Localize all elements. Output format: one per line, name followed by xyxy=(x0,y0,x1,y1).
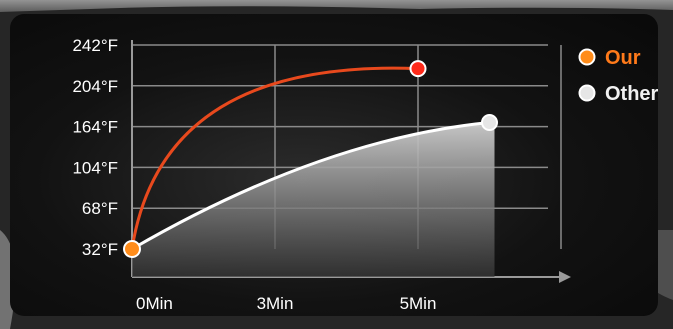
y-tick-label: 68°F xyxy=(82,199,118,218)
legend: Our Other xyxy=(578,47,659,105)
y-tick-label: 242°F xyxy=(72,36,118,55)
series-start-point xyxy=(123,240,141,258)
other-series-end-point xyxy=(481,114,498,132)
our-series-end-point xyxy=(409,60,427,78)
legend-our-label: Our xyxy=(605,47,641,69)
y-tick-label: 104°F xyxy=(72,158,118,177)
other-series-area xyxy=(132,122,495,278)
legend-our: Our xyxy=(578,47,641,69)
series-lines xyxy=(130,66,490,251)
x-axis-arrow xyxy=(559,271,571,283)
y-tick-label: 164°F xyxy=(72,118,118,137)
legend-other: Other xyxy=(578,83,659,105)
legend-other-label: Other xyxy=(605,83,659,105)
other-series-line xyxy=(131,121,490,251)
top-cloud-band xyxy=(0,0,673,12)
legend-other-dot xyxy=(578,84,596,102)
legend-our-dot xyxy=(578,48,596,66)
y-tick-label: 204°F xyxy=(72,77,118,96)
series-markers xyxy=(123,60,498,258)
y-tick-label: 32°F xyxy=(82,240,118,259)
series-area xyxy=(132,122,495,278)
x-tick-label: 5Min xyxy=(400,294,437,313)
x-tick-label: 3Min xyxy=(257,294,294,313)
tick-labels: 32°F 68°F 104°F 164°F 204°F 242°F 0Min 3Min 5Min xyxy=(72,36,436,313)
our-series-line xyxy=(130,66,419,250)
x-tick-label: 0Min xyxy=(136,294,173,313)
